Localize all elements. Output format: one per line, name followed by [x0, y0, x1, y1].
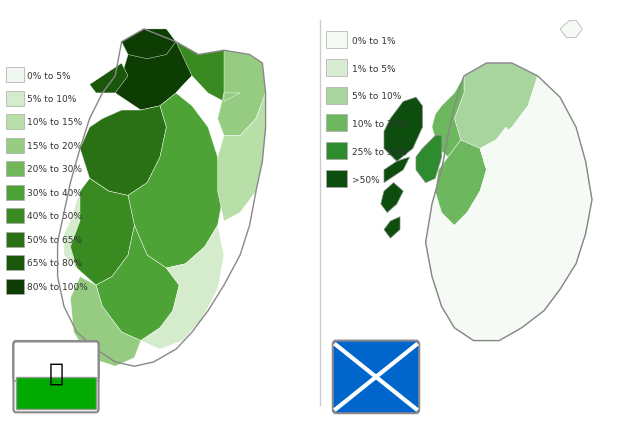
FancyBboxPatch shape — [326, 60, 347, 77]
FancyBboxPatch shape — [333, 341, 419, 413]
Polygon shape — [384, 158, 410, 183]
Polygon shape — [70, 179, 134, 285]
Text: 5% to 10%: 5% to 10% — [352, 92, 401, 101]
FancyBboxPatch shape — [6, 92, 24, 106]
FancyBboxPatch shape — [6, 68, 24, 83]
Text: 5% to 10%: 5% to 10% — [28, 95, 77, 104]
Text: 50% to 65%: 50% to 65% — [28, 235, 83, 245]
Polygon shape — [384, 98, 422, 162]
FancyBboxPatch shape — [6, 232, 24, 247]
Polygon shape — [467, 136, 550, 226]
Polygon shape — [70, 277, 141, 366]
Polygon shape — [560, 21, 582, 38]
FancyBboxPatch shape — [6, 209, 24, 224]
FancyBboxPatch shape — [6, 162, 24, 177]
Polygon shape — [64, 179, 115, 268]
Text: 40% to 50%: 40% to 50% — [28, 212, 82, 221]
Polygon shape — [384, 217, 400, 239]
FancyBboxPatch shape — [326, 87, 347, 104]
Text: 20% to 30%: 20% to 30% — [28, 165, 82, 174]
Polygon shape — [435, 141, 486, 226]
Polygon shape — [218, 94, 266, 222]
Text: 🐉: 🐉 — [49, 361, 63, 385]
Text: >50%: >50% — [352, 175, 380, 184]
Polygon shape — [218, 51, 266, 136]
Text: 65% to 80%: 65% to 80% — [28, 259, 83, 268]
Polygon shape — [122, 30, 176, 60]
FancyBboxPatch shape — [6, 115, 24, 130]
Polygon shape — [115, 30, 198, 111]
FancyBboxPatch shape — [6, 279, 24, 294]
Text: 10% to 25%: 10% to 25% — [352, 120, 407, 129]
FancyBboxPatch shape — [6, 185, 24, 200]
FancyBboxPatch shape — [6, 256, 24, 271]
FancyBboxPatch shape — [16, 377, 96, 409]
Text: 1% to 5%: 1% to 5% — [352, 64, 396, 74]
FancyBboxPatch shape — [326, 143, 347, 160]
Polygon shape — [176, 43, 256, 102]
Text: 0% to 5%: 0% to 5% — [28, 71, 71, 81]
Text: 30% to 40%: 30% to 40% — [28, 188, 82, 198]
Polygon shape — [454, 64, 538, 149]
Polygon shape — [80, 106, 166, 196]
Polygon shape — [432, 77, 464, 158]
Polygon shape — [426, 64, 592, 341]
Text: 10% to 15%: 10% to 15% — [28, 118, 83, 127]
Polygon shape — [141, 226, 224, 349]
Polygon shape — [435, 213, 544, 328]
Polygon shape — [496, 64, 560, 141]
Text: 15% to 20%: 15% to 20% — [28, 141, 82, 151]
Polygon shape — [128, 94, 224, 268]
Polygon shape — [416, 136, 442, 183]
Text: 25% to 50%: 25% to 50% — [352, 147, 407, 157]
Polygon shape — [381, 183, 403, 213]
FancyBboxPatch shape — [326, 115, 347, 132]
FancyBboxPatch shape — [326, 170, 347, 187]
Text: 0% to 1%: 0% to 1% — [352, 37, 396, 46]
FancyBboxPatch shape — [326, 32, 347, 49]
Polygon shape — [528, 98, 582, 234]
FancyBboxPatch shape — [6, 138, 24, 153]
Text: 80% to 100%: 80% to 100% — [28, 282, 88, 291]
Polygon shape — [96, 226, 179, 341]
Polygon shape — [90, 64, 128, 94]
FancyBboxPatch shape — [13, 341, 99, 381]
